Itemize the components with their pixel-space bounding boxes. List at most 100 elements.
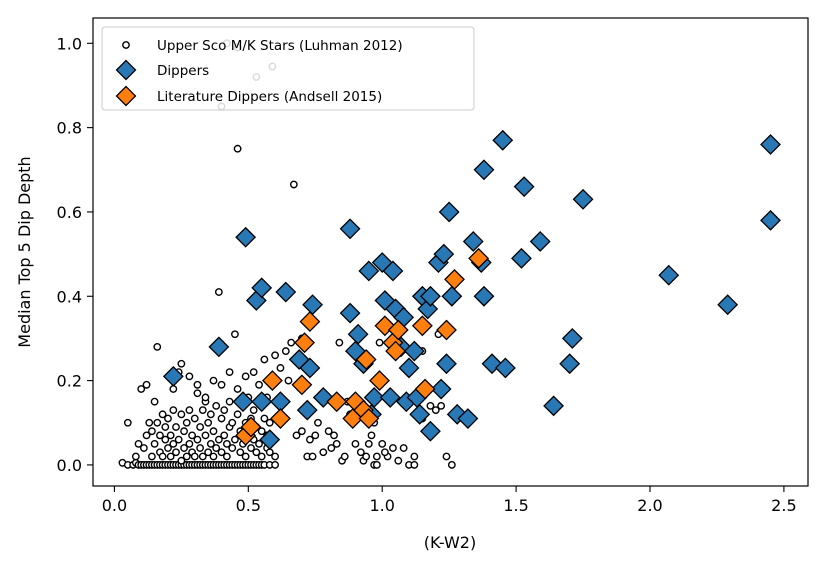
upper-sco-star-point bbox=[156, 431, 164, 440]
literature-dipper-point bbox=[414, 378, 436, 400]
upper-sco-star-point bbox=[217, 380, 226, 389]
legend: Upper Sco M/K Stars (Luhman 2012) Dippers… bbox=[101, 26, 475, 111]
upper-sco-star-point bbox=[177, 456, 186, 465]
upper-sco-star-point bbox=[148, 452, 156, 461]
upper-sco-star-point bbox=[166, 452, 175, 461]
dipper-point bbox=[403, 340, 425, 362]
literature-dipper-point bbox=[411, 315, 433, 337]
upper-sco-star-point bbox=[394, 456, 403, 465]
upper-sco-star-point bbox=[231, 330, 239, 339]
legend-box bbox=[101, 26, 475, 111]
upper-sco-star-point bbox=[172, 423, 180, 431]
upper-sco-star-point bbox=[158, 410, 167, 419]
upper-sco-star-point bbox=[255, 380, 263, 389]
upper-sco-star-point bbox=[372, 461, 381, 469]
y-axis: 0.0 0.2 0.4 0.6 0.8 1.0 bbox=[57, 34, 93, 475]
upper-sco-star-point bbox=[356, 448, 365, 457]
literature-dipper-point bbox=[270, 408, 291, 429]
upper-sco-star-point bbox=[233, 410, 242, 419]
upper-sco-star-point bbox=[225, 397, 234, 406]
dipper-point bbox=[572, 188, 594, 210]
upper-sco-star-point bbox=[164, 414, 172, 423]
upper-sco-star-point bbox=[182, 418, 191, 427]
legend-marker bbox=[115, 85, 137, 107]
upper-sco-star-point bbox=[220, 406, 229, 415]
dipper-point bbox=[438, 201, 460, 223]
dipper-point bbox=[299, 357, 321, 379]
upper-sco-star-point bbox=[233, 385, 242, 393]
upper-sco-star-point bbox=[447, 461, 456, 469]
upper-sco-star-point bbox=[340, 452, 349, 461]
upper-sco-star-point bbox=[231, 435, 239, 444]
upper-sco-star-point bbox=[193, 380, 202, 389]
upper-sco-star-point bbox=[212, 401, 221, 410]
literature-dipper-point bbox=[358, 408, 380, 429]
dipper-point bbox=[398, 357, 420, 379]
upper-sco-star-point bbox=[410, 452, 419, 461]
upper-sco-star-point bbox=[153, 342, 162, 351]
upper-sco-star-point bbox=[182, 452, 191, 461]
upper-sco-star-point bbox=[139, 444, 148, 452]
upper-sco-star-point bbox=[292, 431, 301, 440]
upper-sco-star-point bbox=[209, 376, 218, 385]
plot-frame bbox=[92, 17, 809, 487]
upper-sco-star-point bbox=[241, 452, 250, 461]
upper-sco-star-point bbox=[247, 444, 255, 452]
dipper-point bbox=[457, 408, 479, 429]
dipper-point bbox=[296, 399, 318, 421]
upper-sco-star-point bbox=[375, 338, 384, 347]
literature-dipper-point bbox=[387, 319, 409, 341]
upper-sco-star-point bbox=[319, 448, 328, 457]
y-tick-label: 0.4 bbox=[57, 287, 82, 306]
upper-sco-star-point bbox=[335, 338, 344, 347]
upper-sco-star-point bbox=[367, 431, 376, 440]
y-tick-label: 0.6 bbox=[57, 203, 82, 222]
upper-sco-star-point bbox=[196, 423, 205, 431]
upper-sco-star-point bbox=[158, 452, 167, 461]
x-tick-label: 2.5 bbox=[771, 496, 796, 515]
upper-sco-star-point bbox=[142, 380, 151, 389]
legend-entry: Literature Dippers (Andsell 2015) bbox=[157, 89, 382, 105]
upper-sco-star-point bbox=[201, 431, 210, 440]
x-tick-label: 2.0 bbox=[637, 496, 662, 515]
literature-dipper-point bbox=[355, 349, 377, 370]
dipper-point bbox=[379, 387, 401, 408]
upper-sco-star-point bbox=[204, 418, 213, 427]
upper-sco-star-point bbox=[249, 406, 258, 415]
upper-sco-star-point bbox=[222, 452, 231, 461]
upper-sco-star-point bbox=[281, 347, 290, 355]
upper-sco-star-point bbox=[327, 444, 336, 452]
upper-sco-star-point bbox=[209, 452, 218, 461]
dipper-point bbox=[473, 159, 495, 181]
upper-sco-star-point bbox=[252, 448, 261, 457]
dipper-point bbox=[235, 226, 257, 248]
upper-sco-star-point bbox=[190, 452, 199, 461]
upper-sco-star-point bbox=[185, 372, 194, 381]
upper-sco-star-point bbox=[206, 410, 215, 419]
dipper-point bbox=[492, 129, 514, 151]
upper-sco-star-point bbox=[284, 376, 293, 385]
upper-sco-star-point bbox=[164, 444, 172, 452]
upper-sco-star-point bbox=[134, 439, 143, 448]
upper-sco-star-point bbox=[206, 439, 215, 448]
upper-sco-star-point bbox=[271, 452, 279, 461]
dipper-point bbox=[358, 260, 380, 282]
legend-marker bbox=[122, 41, 130, 49]
upper-sco-star-point bbox=[236, 448, 245, 457]
upper-sco-star-point bbox=[389, 444, 397, 452]
upper-sco-star-point bbox=[222, 439, 231, 448]
upper-sco-star-point bbox=[257, 452, 266, 461]
x-axis: 0.0 0.5 1.0 1.5 2.0 2.5 bbox=[102, 486, 797, 515]
dipper-point bbox=[162, 365, 184, 387]
points-layer bbox=[118, 39, 781, 469]
upper-sco-star-point bbox=[437, 401, 446, 410]
upper-sco-star-point bbox=[257, 427, 266, 436]
literature-dipper-point bbox=[326, 391, 348, 413]
literature-dipper-point bbox=[240, 416, 262, 438]
upper-sco-star-point bbox=[225, 368, 234, 377]
upper-sco-star-point bbox=[324, 427, 333, 436]
legend-marker bbox=[115, 59, 137, 81]
upper-sco-star-point bbox=[228, 444, 237, 452]
upper-sco-star-point bbox=[148, 427, 156, 436]
upper-sco-star-point bbox=[131, 452, 140, 461]
